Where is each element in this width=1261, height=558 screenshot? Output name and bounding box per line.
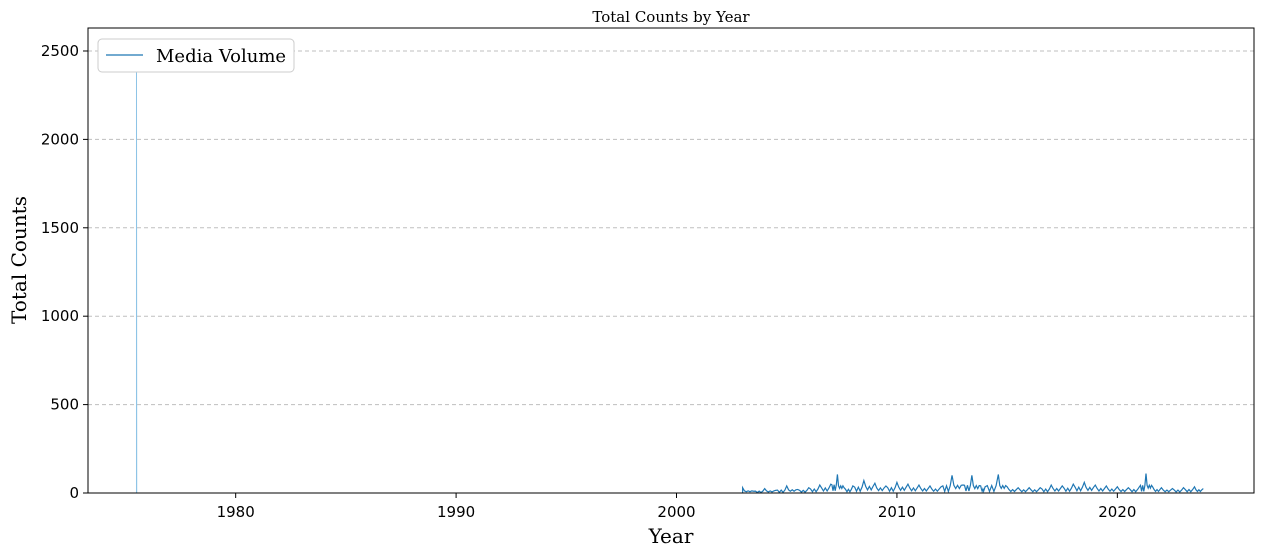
y-tick-label: 0 (69, 484, 79, 502)
y-tick-label: 2000 (41, 130, 79, 148)
legend-label: Media Volume (156, 46, 286, 67)
x-tick-label: 1980 (217, 503, 255, 521)
x-tick-label: 1990 (437, 503, 475, 521)
x-tick-label: 2000 (657, 503, 695, 521)
y-axis-label: Total Counts (7, 196, 31, 324)
legend: Media Volume (97, 38, 295, 73)
x-axis-ticks: 1980 1990 2000 2010 2020 (217, 493, 1136, 521)
series-line (742, 473, 1204, 494)
x-tick-label: 2020 (1098, 503, 1136, 521)
x-tick-label: 2010 (878, 503, 916, 521)
y-axis-ticks: 0 500 1000 1500 2000 2500 (41, 42, 88, 502)
chart-title: Total Counts by Year (592, 8, 750, 26)
y-tick-label: 2500 (41, 42, 79, 60)
legend-box (97, 38, 295, 73)
plot-area (135, 59, 1204, 494)
plot-frame (87, 27, 1255, 494)
y-tick-label: 1500 (41, 219, 79, 237)
y-tick-label: 500 (50, 396, 79, 414)
grid-lines (88, 50, 1254, 406)
y-tick-label: 1000 (41, 307, 79, 325)
x-axis-label: Year (648, 524, 694, 548)
